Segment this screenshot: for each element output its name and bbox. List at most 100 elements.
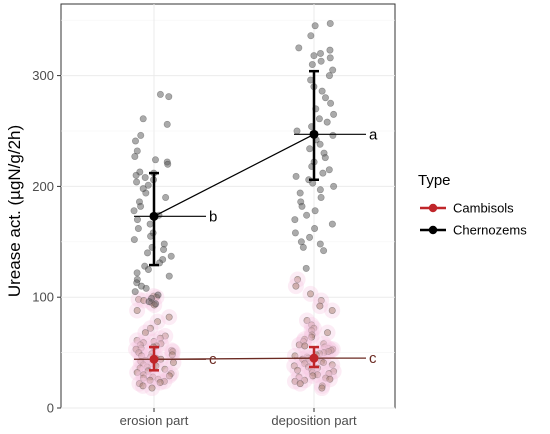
data-point [156, 90, 164, 98]
data-point [319, 169, 327, 177]
data-point [329, 66, 337, 74]
x-tick-label: deposition part [271, 413, 357, 428]
data-point [133, 369, 141, 377]
mean-point [309, 353, 319, 363]
data-point [303, 316, 311, 324]
data-point [141, 329, 149, 337]
data-point [299, 243, 307, 251]
data-point [132, 171, 140, 179]
summary-marks: c c b a [134, 69, 378, 372]
data-point [301, 376, 309, 384]
legend-key-point [428, 203, 438, 213]
data-point [294, 366, 302, 374]
data-point [165, 372, 173, 380]
y-axis: 0 100 200 300 [32, 68, 61, 416]
mean-point [149, 354, 159, 364]
data-point [167, 252, 175, 260]
data-point [307, 32, 315, 40]
data-point [296, 380, 304, 388]
data-point [328, 361, 336, 369]
data-point [133, 216, 141, 224]
data-point [306, 290, 314, 298]
data-point [145, 298, 153, 306]
data-point [137, 131, 145, 139]
data-point [146, 324, 154, 332]
data-point [151, 156, 159, 164]
mean-point [149, 211, 159, 221]
data-point [146, 220, 154, 228]
data-point [144, 181, 152, 189]
mean-point [309, 129, 319, 139]
significance-letter: c [369, 350, 377, 367]
data-point [160, 246, 168, 254]
data-point [326, 46, 334, 54]
data-point [291, 229, 299, 237]
data-point [311, 207, 319, 215]
data-point [293, 127, 301, 135]
data-point [292, 282, 300, 290]
data-point [139, 382, 147, 390]
data-point [308, 61, 316, 69]
data-point [164, 160, 172, 168]
data-point [303, 211, 311, 219]
y-tick-label: 200 [32, 179, 54, 194]
data-point [328, 306, 336, 314]
mean-connector-line [153, 133, 315, 217]
legend-key-point [428, 225, 438, 235]
data-point [316, 140, 324, 148]
significance-letter: c [209, 351, 217, 368]
data-point [310, 52, 318, 60]
legend: Type Cambisols Chernozems [418, 172, 527, 238]
data-point [296, 189, 304, 197]
data-point [325, 72, 333, 80]
legend-entries: Cambisols Chernozems [420, 201, 527, 238]
data-point [154, 318, 162, 326]
data-point [294, 275, 302, 283]
data-point [130, 236, 138, 244]
data-point [328, 220, 336, 228]
data-point [308, 333, 316, 341]
data-point [144, 265, 152, 273]
data-point [165, 93, 173, 101]
data-point [131, 152, 139, 160]
significance-letter: b [209, 208, 217, 225]
data-point [311, 22, 319, 30]
y-tick-label: 300 [32, 68, 54, 83]
y-axis-label: Urease act. (µgN/g/2h) [5, 125, 24, 297]
x-tick-label: erosion part [120, 413, 189, 428]
data-point [301, 342, 309, 350]
data-point [326, 375, 334, 383]
data-point [306, 145, 314, 153]
data-point [309, 372, 317, 380]
data-point [306, 233, 314, 241]
data-point [146, 376, 154, 384]
data-point [302, 264, 310, 272]
data-point [139, 374, 147, 382]
data-point [292, 172, 300, 180]
data-point [154, 291, 162, 299]
data-point [131, 288, 139, 296]
data-point [133, 336, 141, 344]
data-point [156, 379, 164, 387]
data-point [152, 300, 160, 308]
data-point [142, 284, 150, 292]
data-point [291, 216, 299, 224]
data-point [163, 120, 171, 128]
data-point [321, 94, 329, 102]
data-point [298, 202, 306, 210]
y-tick-label: 100 [32, 290, 54, 305]
data-point [319, 359, 327, 367]
data-point [330, 110, 338, 118]
data-point [168, 351, 176, 359]
data-point [144, 249, 152, 257]
data-point [295, 373, 303, 381]
data-point [311, 225, 319, 233]
data-point [317, 193, 325, 201]
data-point [165, 313, 173, 321]
data-point [295, 44, 303, 52]
data-point [316, 49, 324, 57]
data-point [291, 352, 299, 360]
data-point [133, 147, 141, 155]
data-point [323, 118, 331, 126]
